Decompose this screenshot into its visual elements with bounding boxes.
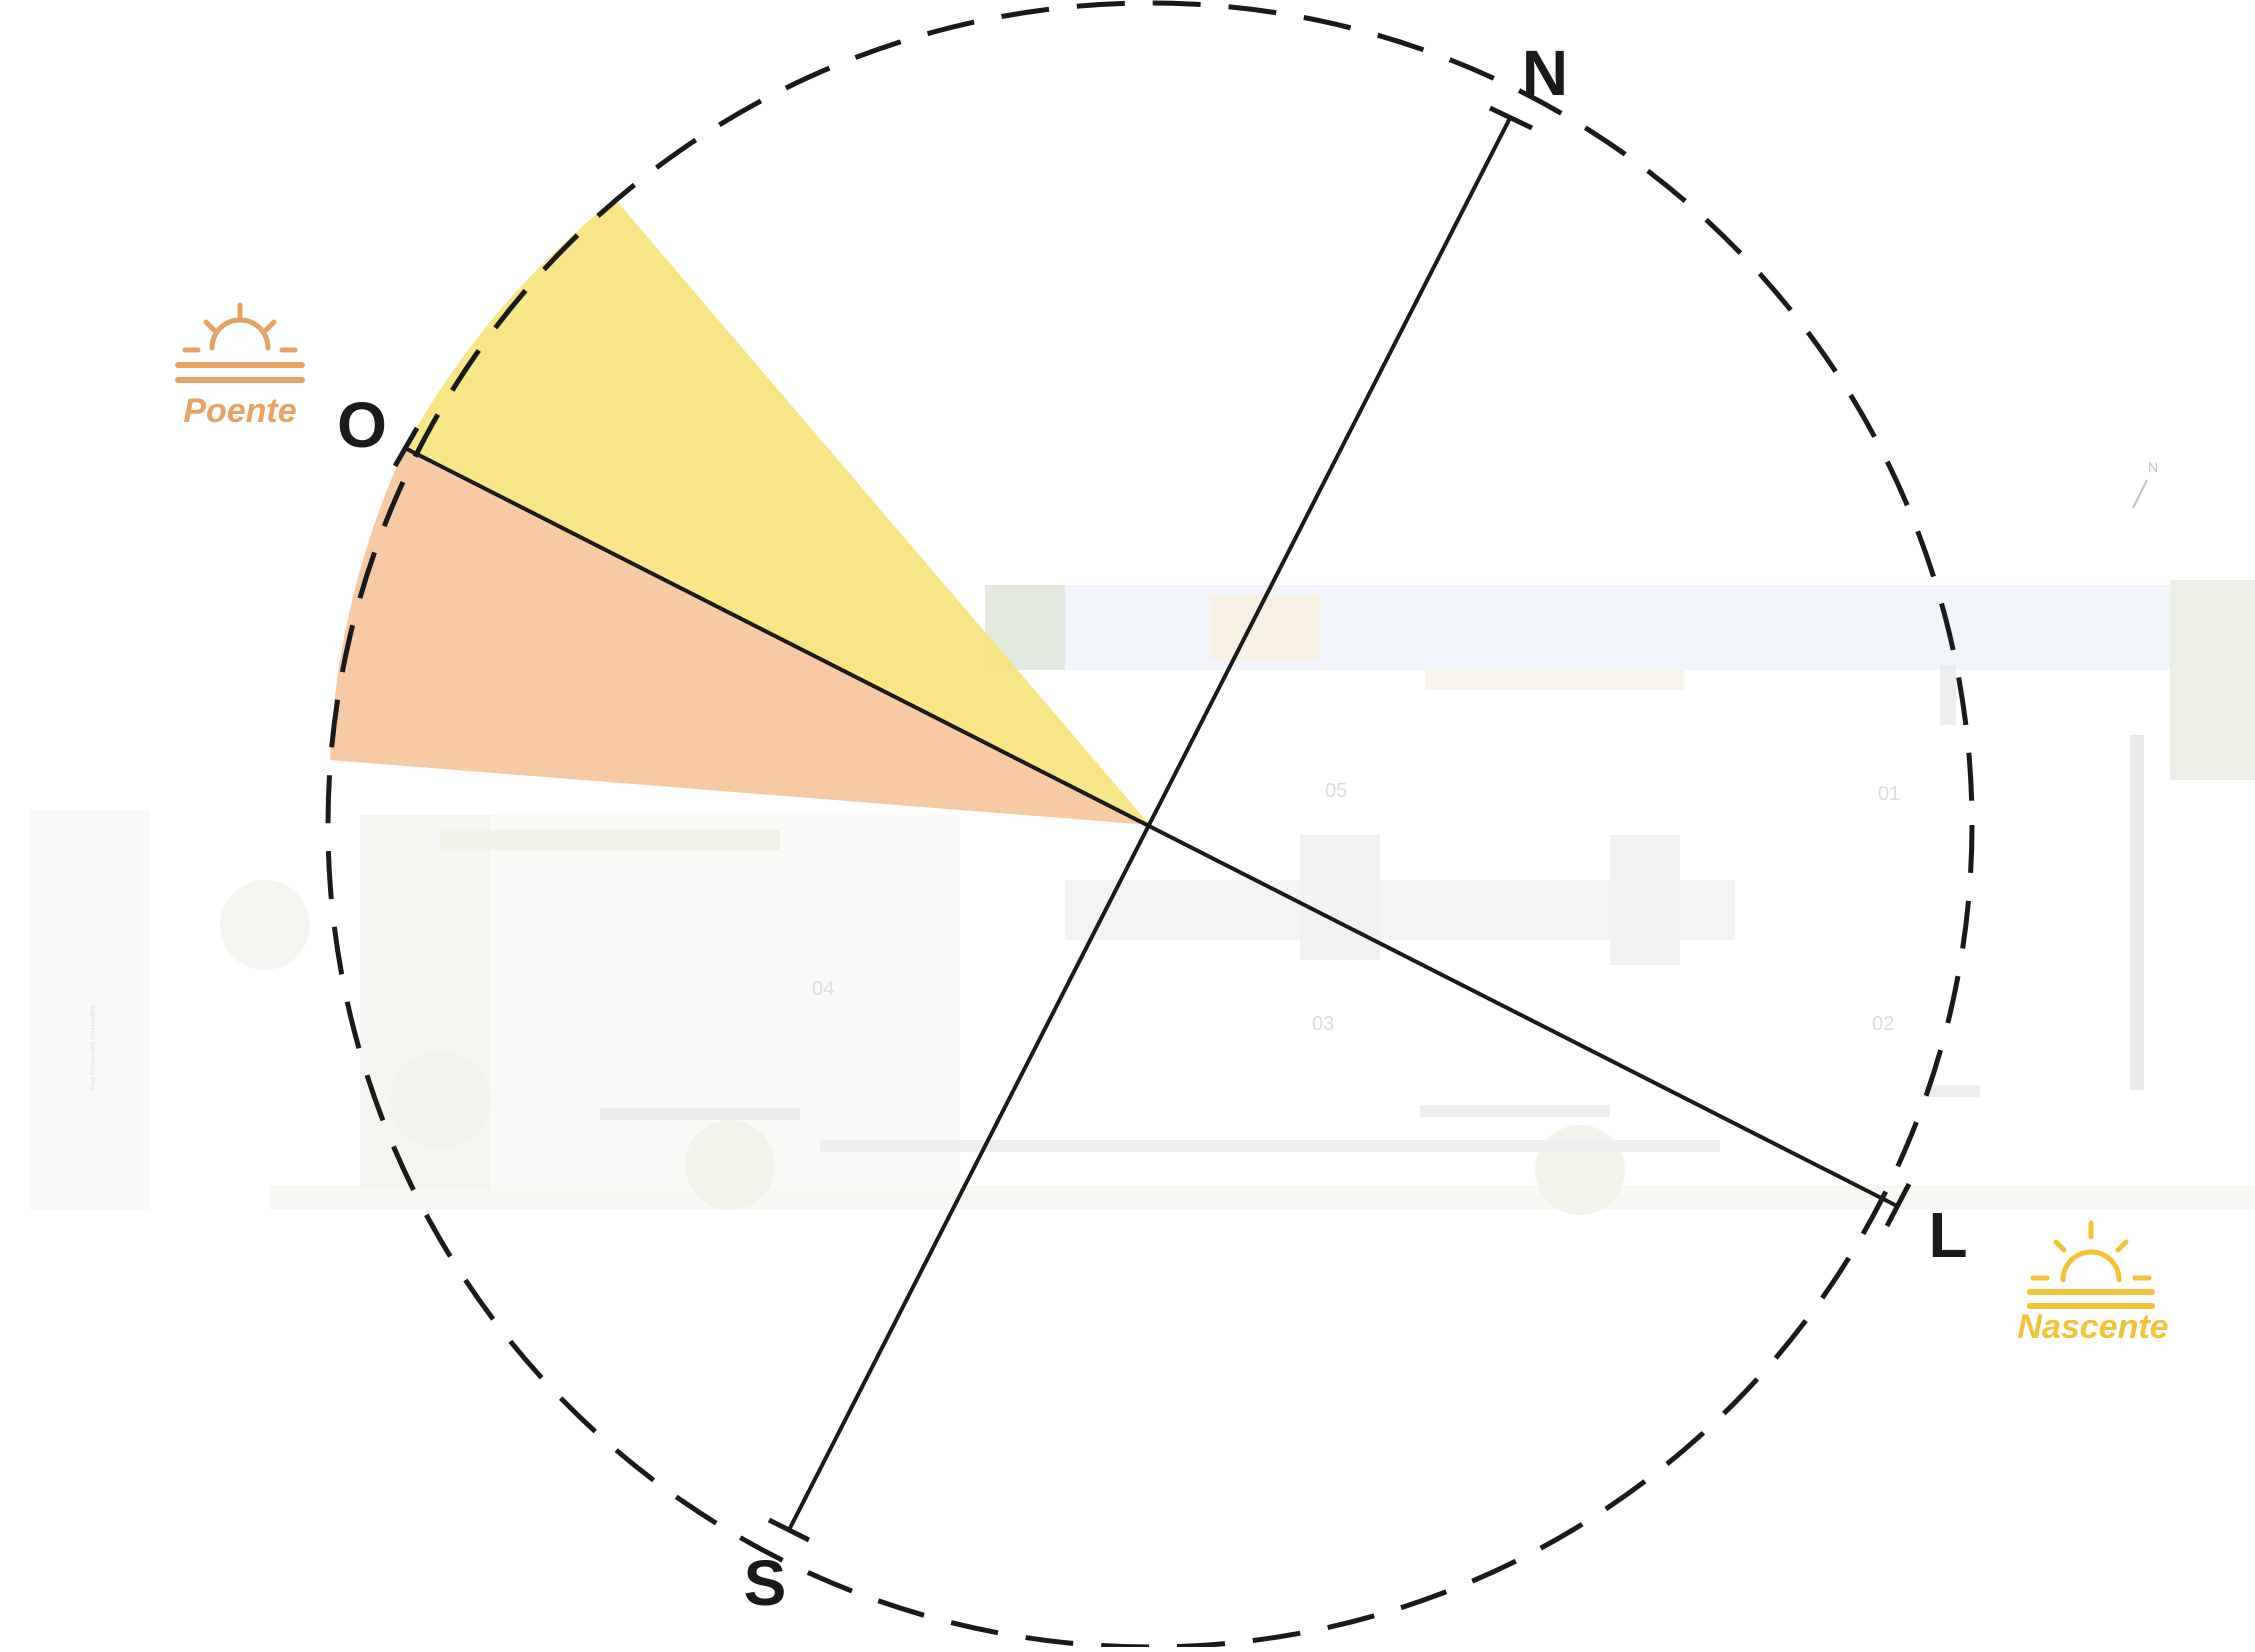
- north-tick: [1488, 105, 1534, 131]
- compass-dashed-circle: [325, 0, 1975, 1650]
- mini-north-label: N: [2148, 459, 2158, 475]
- top-strip: [985, 585, 2255, 670]
- unit-label-04: 04: [812, 978, 834, 1000]
- hedge-row: [440, 830, 780, 850]
- tree-canopy: [220, 880, 310, 970]
- tree-canopy: [390, 1050, 490, 1150]
- mini-north-arrow: N: [2132, 459, 2158, 509]
- right-vegetation: [2170, 580, 2255, 780]
- sunset-sun-arc: [209, 317, 271, 351]
- sunset-ray: [203, 319, 217, 333]
- east-label: L: [1928, 1199, 1967, 1271]
- south-label: S: [744, 1547, 787, 1619]
- corridor-block: [1300, 835, 1380, 960]
- sunrise-ray: [2115, 1239, 2129, 1253]
- unit-label-02: 02: [1872, 1013, 1894, 1035]
- top-detail: [1425, 670, 1685, 690]
- tree-canopy: [685, 1120, 775, 1210]
- wall-segment: [1420, 1105, 1610, 1117]
- north-label: N: [1522, 37, 1568, 109]
- wall-segment: [1940, 665, 1956, 725]
- west-tick: [392, 426, 420, 468]
- street-name-label: Rua Fernandes Guimarães: [90, 1005, 97, 1090]
- sunset-label: Poente: [183, 392, 296, 430]
- sunset-sun-sector: [330, 448, 1150, 825]
- wall-segment: [2130, 735, 2144, 1090]
- unit-label-05: 05: [1325, 780, 1347, 802]
- street-strip: [30, 810, 150, 1210]
- unit-label-01: 01: [1878, 783, 1900, 805]
- wall-segment: [600, 1108, 800, 1120]
- site-plan-background: Rua Fernandes Guimarães 05 01 04 03 02: [30, 580, 2255, 1215]
- top-accent: [1210, 595, 1320, 660]
- west-east-axis: [404, 446, 1898, 1208]
- wall-segment: [820, 1140, 1720, 1152]
- sunrise-label: Nascente: [2017, 1308, 2168, 1346]
- wall-segment: [1920, 1085, 1980, 1097]
- unit-label-03: 03: [1312, 1013, 1334, 1035]
- afternoon-sun-sector: [405, 199, 1150, 825]
- corridor-block: [1610, 835, 1680, 965]
- sunrise-sun-arc: [2060, 1249, 2122, 1283]
- sunrise-ray: [2053, 1239, 2067, 1253]
- sunset-icon: [175, 302, 305, 383]
- mini-north-line: [2132, 479, 2148, 509]
- east-tick: [1884, 1182, 1912, 1228]
- south-tick: [767, 1517, 811, 1543]
- sunrise-icon: [2027, 1220, 2155, 1309]
- sunset-ray: [263, 319, 277, 333]
- west-label: O: [337, 389, 387, 461]
- tree-canopy: [1535, 1125, 1625, 1215]
